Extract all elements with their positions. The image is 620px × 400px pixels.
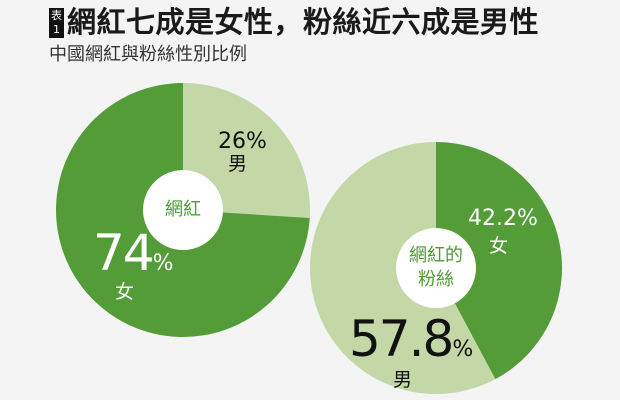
pie-center-hole (143, 170, 223, 250)
chart-title: 網紅七成是女性，粉絲近六成是男性 (67, 5, 540, 39)
badge-number: 1 (53, 23, 60, 36)
badge-label: 表 (51, 9, 62, 22)
left-female-percent: 74% (93, 228, 174, 278)
pie-slice-male (183, 83, 310, 218)
right-center-line2: 粉絲 (418, 269, 454, 290)
right-male-number: 57.8 (349, 310, 454, 368)
left-center-label: 網紅 (165, 199, 201, 220)
right-male-label: 男 (393, 369, 413, 391)
right-male-percent: 57.8% (349, 314, 473, 364)
right-center-line1: 網紅的 (409, 245, 463, 266)
pie-influencers (55, 83, 310, 337)
table-number-badge: 表 1 (49, 8, 64, 38)
right-female-label: 女 (489, 235, 509, 257)
chart-subtitle: 中國網紅與粉絲性別比例 (49, 44, 247, 65)
left-female-label: 女 (115, 281, 135, 303)
right-female-percent: 42.2% (468, 206, 538, 231)
pie-fans (310, 142, 563, 394)
right-center-label: 網紅的 粉絲 (396, 244, 476, 292)
percent-sign: % (152, 251, 174, 276)
percent-sign: % (452, 337, 474, 362)
left-male-label: 男 (228, 153, 248, 175)
left-male-percent: 26% (218, 129, 267, 154)
left-female-number: 74 (93, 224, 155, 282)
pie-center-hole (396, 228, 476, 308)
pie-slice-female (436, 142, 563, 380)
